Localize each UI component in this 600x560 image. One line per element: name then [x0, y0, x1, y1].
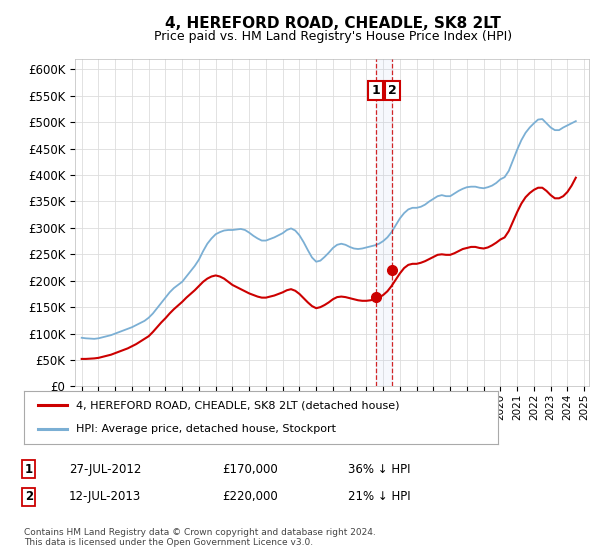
Text: 36% ↓ HPI: 36% ↓ HPI: [348, 463, 410, 476]
Text: £170,000: £170,000: [222, 463, 278, 476]
Text: 2: 2: [388, 84, 397, 97]
Text: 4, HEREFORD ROAD, CHEADLE, SK8 2LT (detached house): 4, HEREFORD ROAD, CHEADLE, SK8 2LT (deta…: [76, 400, 400, 410]
Text: 27-JUL-2012: 27-JUL-2012: [69, 463, 142, 476]
Text: 21% ↓ HPI: 21% ↓ HPI: [348, 490, 410, 503]
Text: 1: 1: [371, 84, 380, 97]
Text: 4, HEREFORD ROAD, CHEADLE, SK8 2LT: 4, HEREFORD ROAD, CHEADLE, SK8 2LT: [165, 16, 501, 31]
Text: 2: 2: [25, 490, 33, 503]
Text: Price paid vs. HM Land Registry's House Price Index (HPI): Price paid vs. HM Land Registry's House …: [154, 30, 512, 43]
Bar: [376, 59, 392, 386]
Text: 12-JUL-2013: 12-JUL-2013: [69, 490, 141, 503]
Text: Contains HM Land Registry data © Crown copyright and database right 2024.
This d: Contains HM Land Registry data © Crown c…: [24, 528, 376, 547]
Text: £220,000: £220,000: [222, 490, 278, 503]
Text: HPI: Average price, detached house, Stockport: HPI: Average price, detached house, Stoc…: [76, 424, 336, 435]
Text: 1: 1: [25, 463, 33, 476]
